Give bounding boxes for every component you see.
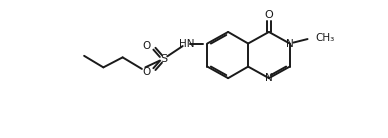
Text: N: N	[265, 73, 273, 83]
Text: N: N	[286, 39, 294, 49]
Text: CH₃: CH₃	[315, 33, 334, 43]
Text: S: S	[160, 54, 167, 64]
Text: O: O	[142, 41, 150, 51]
Text: HN: HN	[179, 39, 194, 49]
Text: O: O	[265, 10, 273, 20]
Text: O: O	[142, 67, 150, 77]
